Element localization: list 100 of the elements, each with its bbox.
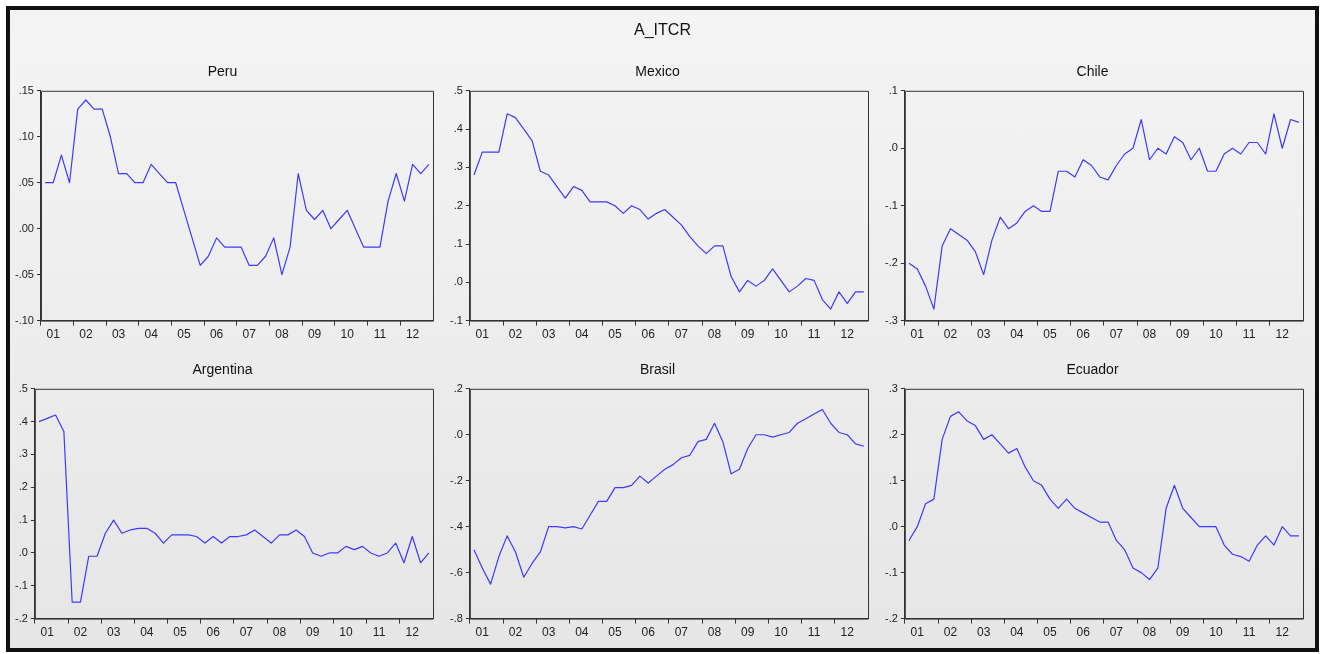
x-tick-label: 10 bbox=[774, 625, 788, 640]
y-tick-label: .5 bbox=[18, 381, 28, 394]
x-tick-label: 03 bbox=[541, 327, 556, 342]
x-tick-label: 06 bbox=[206, 625, 221, 640]
x-tick-label: 06 bbox=[641, 625, 656, 640]
y-tick-label: .2 bbox=[453, 198, 463, 211]
x-tick-label: 02 bbox=[73, 625, 88, 640]
x-tick-label: 05 bbox=[1043, 327, 1057, 342]
y-tick-label: .00 bbox=[18, 221, 34, 234]
y-tick-label: .3 bbox=[888, 381, 898, 394]
x-tick-label: 02 bbox=[508, 327, 523, 342]
x-tick-label: 10 bbox=[774, 327, 788, 342]
x-tick-label: 10 bbox=[1209, 327, 1223, 342]
y-tick-label: -.3 bbox=[884, 313, 898, 326]
x-tick-label: 04 bbox=[144, 327, 159, 342]
x-tick-label: 02 bbox=[943, 327, 958, 342]
x-tick-label: 04 bbox=[140, 625, 154, 640]
x-tick-label: 10 bbox=[339, 625, 353, 640]
x-tick-label: 09 bbox=[1176, 625, 1190, 640]
x-tick-label: 09 bbox=[306, 625, 320, 640]
x-tick-label: 07 bbox=[239, 625, 254, 640]
x-tick-label: 08 bbox=[707, 625, 722, 640]
x-tick-label: 02 bbox=[943, 625, 958, 640]
x-tick-label: 12 bbox=[405, 625, 420, 640]
x-tick-label: 06 bbox=[1076, 327, 1091, 342]
x-tick-label: 09 bbox=[1176, 327, 1190, 342]
chart-title: Argentina bbox=[192, 361, 253, 378]
x-tick-label: 08 bbox=[1142, 625, 1157, 640]
x-tick-label: 09 bbox=[741, 327, 755, 342]
chart-title: Brasil bbox=[639, 361, 676, 378]
x-tick-label: 03 bbox=[976, 327, 991, 342]
y-tick-label: .15 bbox=[18, 83, 34, 96]
y-tick-label: .10 bbox=[18, 129, 34, 142]
x-tick-label: 03 bbox=[541, 625, 556, 640]
y-tick-label: .2 bbox=[453, 381, 463, 394]
y-tick-label: .5 bbox=[453, 83, 463, 96]
x-tick-label: 11 bbox=[373, 327, 387, 342]
y-tick-label: -.05 bbox=[14, 267, 34, 280]
x-tick-label: 01 bbox=[475, 625, 490, 640]
y-tick-label: .3 bbox=[18, 447, 28, 460]
y-tick-label: .1 bbox=[18, 513, 28, 526]
x-tick-label: 07 bbox=[1109, 625, 1124, 640]
chart-title: Peru bbox=[207, 63, 238, 80]
chart-title: Ecuador bbox=[1066, 361, 1119, 378]
x-tick-label: 12 bbox=[840, 327, 855, 342]
x-tick-label: 08 bbox=[1142, 327, 1157, 342]
x-tick-label: 03 bbox=[976, 625, 991, 640]
y-tick-label: .0 bbox=[453, 275, 463, 288]
y-tick-label: -.1 bbox=[884, 198, 898, 211]
x-tick-label: 11 bbox=[1242, 327, 1256, 342]
y-tick-label: -.6 bbox=[449, 565, 463, 578]
y-tick-label: .2 bbox=[18, 480, 28, 493]
y-tick-label: -.10 bbox=[14, 313, 34, 326]
x-tick-label: 05 bbox=[173, 625, 187, 640]
text: A_ITCR bbox=[634, 21, 691, 39]
chart-title: Chile bbox=[1076, 63, 1109, 80]
x-tick-label: 01 bbox=[46, 327, 61, 342]
x-tick-label: 05 bbox=[608, 327, 622, 342]
x-tick-label: 02 bbox=[79, 327, 93, 342]
x-tick-label: 07 bbox=[674, 327, 689, 342]
y-tick-label: -.4 bbox=[449, 519, 463, 532]
x-tick-label: 07 bbox=[674, 625, 689, 640]
y-tick-label: .0 bbox=[18, 545, 28, 558]
y-tick-label: .0 bbox=[888, 141, 898, 154]
x-tick-label: 07 bbox=[242, 327, 257, 342]
x-tick-label: 08 bbox=[707, 327, 722, 342]
y-tick-label: .0 bbox=[453, 427, 463, 440]
x-tick-label: 01 bbox=[40, 625, 55, 640]
x-tick-label: 06 bbox=[641, 327, 656, 342]
x-tick-label: 10 bbox=[1209, 625, 1223, 640]
x-tick-label: 12 bbox=[840, 625, 855, 640]
y-tick-label: .0 bbox=[888, 519, 898, 532]
y-tick-label: -.1 bbox=[449, 313, 463, 326]
y-tick-label: .2 bbox=[888, 427, 898, 440]
y-tick-label: -.2 bbox=[14, 611, 28, 624]
x-tick-label: 05 bbox=[177, 327, 191, 342]
y-tick-label: -.8 bbox=[449, 611, 463, 624]
x-tick-label: 12 bbox=[1275, 625, 1290, 640]
x-tick-label: 01 bbox=[910, 625, 925, 640]
x-tick-label: 11 bbox=[1242, 625, 1256, 640]
x-tick-label: 04 bbox=[575, 327, 589, 342]
x-tick-label: 01 bbox=[910, 327, 925, 342]
x-tick-label: 05 bbox=[608, 625, 622, 640]
x-tick-label: 09 bbox=[741, 625, 755, 640]
y-tick-label: .1 bbox=[888, 473, 898, 486]
x-tick-label: 01 bbox=[475, 327, 490, 342]
y-tick-label: -.1 bbox=[884, 565, 898, 578]
x-tick-label: 10 bbox=[340, 327, 355, 342]
x-tick-label: 12 bbox=[405, 327, 420, 342]
x-tick-label: 06 bbox=[1076, 625, 1091, 640]
y-tick-label: .3 bbox=[453, 160, 463, 173]
x-tick-label: 04 bbox=[575, 625, 589, 640]
y-tick-label: -.2 bbox=[884, 256, 898, 269]
y-tick-label: -.2 bbox=[449, 473, 463, 486]
y-tick-label: .1 bbox=[888, 83, 898, 96]
y-tick-label: .4 bbox=[453, 122, 463, 135]
x-tick-label: 04 bbox=[1010, 327, 1024, 342]
x-tick-label: 06 bbox=[209, 327, 224, 342]
y-tick-label: .4 bbox=[18, 414, 28, 427]
x-tick-label: 09 bbox=[307, 327, 322, 342]
